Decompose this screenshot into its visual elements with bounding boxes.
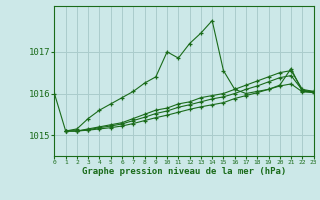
X-axis label: Graphe pression niveau de la mer (hPa): Graphe pression niveau de la mer (hPa) <box>82 167 286 176</box>
